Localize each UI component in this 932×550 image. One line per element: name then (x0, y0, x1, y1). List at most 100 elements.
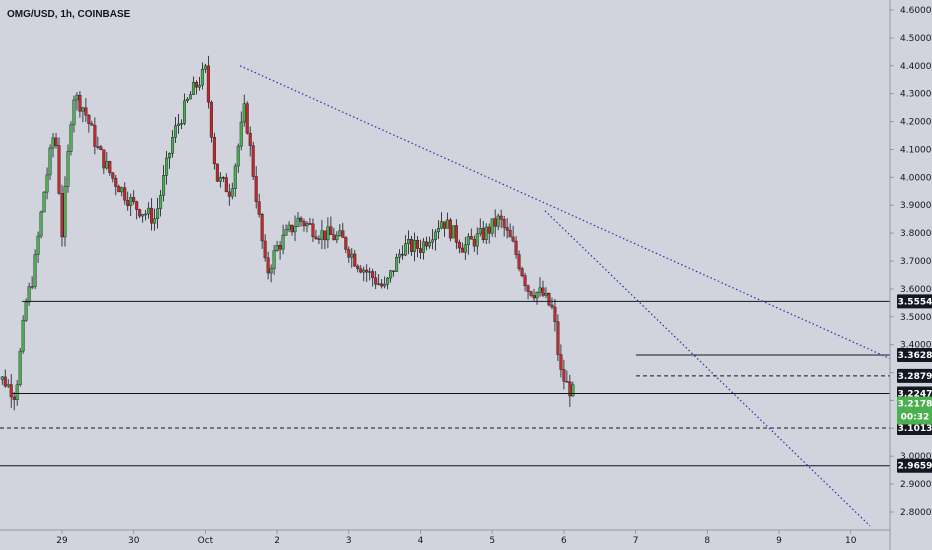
candle-body (380, 283, 384, 287)
candles-layer (0, 55, 575, 411)
candle-body (508, 229, 512, 238)
price-tick-label: 2.8000 (900, 508, 932, 518)
candle-body (42, 191, 46, 213)
time-tick-label: 4 (418, 536, 424, 546)
candle-body (532, 295, 536, 299)
candle-body (419, 248, 423, 253)
candle-body (102, 149, 106, 169)
last-price-label: 3.2178 (898, 399, 932, 409)
candle-body (179, 123, 183, 125)
candle-body (135, 201, 139, 210)
candle-body (153, 218, 157, 224)
candle-body (272, 250, 276, 270)
candle-body (338, 230, 342, 236)
candle-body (472, 239, 476, 247)
candle-body (526, 285, 530, 292)
candle-body (144, 213, 148, 216)
symbol-title: OMG/USD, 1h, COINBASE (7, 9, 131, 20)
candle-body (553, 306, 557, 322)
candle-body (484, 226, 488, 240)
candle-body (75, 94, 79, 101)
candle-body (487, 226, 491, 234)
candle-body (368, 271, 372, 273)
price-tag-label: 3.1013 (898, 424, 932, 434)
candle-body (281, 234, 285, 250)
candle-body (63, 186, 67, 238)
candle-body (99, 146, 103, 150)
candle-body (362, 269, 366, 273)
candle-body (200, 68, 204, 86)
candle-body (218, 177, 222, 182)
candle-body (460, 247, 464, 253)
candle-body (275, 245, 279, 251)
candle-body (182, 100, 186, 124)
candle-body (490, 218, 494, 234)
candle-body (448, 219, 452, 239)
candle-body (78, 94, 82, 112)
candle-body (48, 147, 52, 176)
candle-body (150, 207, 154, 224)
candle-body (356, 265, 360, 269)
time-tick-label: 10 (845, 536, 857, 546)
candle-body (350, 253, 354, 258)
candle-body (129, 197, 133, 206)
candle-body (72, 99, 76, 126)
candle-body (93, 125, 97, 147)
price-tick-label: 3.5000 (900, 313, 932, 323)
candle-body (191, 82, 195, 95)
price-tag-label: 3.3628 (898, 351, 932, 361)
price-tag-label: 3.5554 (898, 297, 932, 307)
candle-body (436, 227, 440, 233)
candle-body (159, 195, 163, 209)
candle-body (496, 215, 500, 227)
candle-body (520, 268, 524, 276)
candle-body (194, 82, 198, 88)
candle-body (123, 187, 127, 201)
candle-body (209, 101, 213, 138)
candle-body (254, 176, 258, 202)
candle-body (30, 286, 34, 288)
candle-body (317, 238, 321, 240)
candle-body (329, 226, 333, 235)
price-tag-box (897, 348, 932, 363)
candle-body (365, 269, 369, 273)
candle-body (84, 107, 88, 116)
candle-body (410, 239, 414, 252)
candle-body (305, 223, 309, 227)
candle-body (377, 283, 381, 285)
time-axis[interactable]: 29 30 Oct 2 3 4 5 6 7 8 9 10 (56, 530, 857, 546)
candle-body (284, 229, 288, 236)
candle-body (114, 178, 118, 187)
countdown-label: 00:32 (901, 412, 930, 422)
candle-body (51, 137, 55, 149)
candle-body (96, 146, 100, 148)
candle-body (499, 215, 503, 220)
candle-body (413, 240, 417, 252)
candle-body (260, 214, 264, 242)
time-tick-label: 5 (489, 536, 495, 546)
candle-body (433, 231, 437, 241)
candle-body (18, 350, 22, 385)
candle-body (502, 219, 506, 228)
candle-body (442, 221, 446, 229)
candle-body (341, 230, 345, 238)
candle-body (266, 257, 270, 274)
candle-body (81, 107, 85, 112)
candle-body (21, 320, 25, 352)
candle-body (493, 218, 497, 227)
candle-body (221, 177, 225, 179)
time-tick-label: 7 (633, 536, 639, 546)
candle-body (12, 396, 16, 400)
candle-body (421, 241, 425, 253)
candle-body (126, 199, 130, 206)
candle-body (344, 237, 348, 250)
candle-body (90, 123, 94, 126)
candle-body (269, 268, 273, 274)
candle-body (386, 277, 390, 285)
candle-body (108, 161, 112, 173)
candle-body (430, 239, 434, 243)
candle-body (392, 270, 396, 272)
price-tick-label: 4.2000 (900, 118, 932, 128)
candle-body (550, 304, 554, 308)
